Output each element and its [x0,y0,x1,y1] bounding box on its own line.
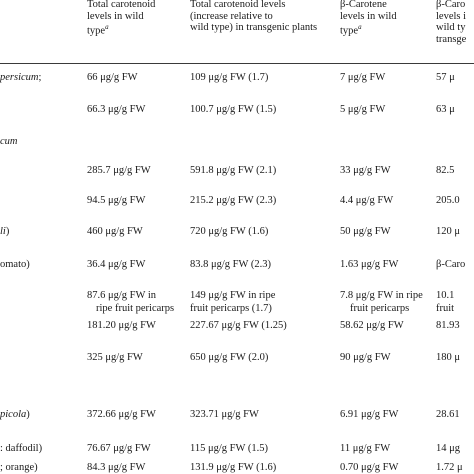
table-cell: 100.7 μg/g FW (1.5) [190,104,277,115]
table-cell: 90 μg/g FW [340,352,391,363]
table-cell: 0.70 μg/g FW [340,462,399,473]
table-cell: 5 μg/g FW [340,104,386,115]
table-cell: 1.72 μ [436,462,463,473]
table-cell: 6.91 μg/g FW [340,409,399,420]
table-cell: 63 μ [436,104,455,115]
table-cell: 650 μg/g FW (2.0) [190,352,269,363]
table-cell: 81.93 [436,320,460,331]
species-label: ; orange) [0,462,38,473]
table-cell: 7 μg/g FW [340,72,386,83]
table-cell: 14 μg [436,443,461,454]
table-cell: 325 μg/g FW [87,352,143,363]
table-cell: 1.63 μg/g FW [340,259,399,270]
table-cell: 11 μg/g FW [340,443,391,454]
table-cell: β-Caro [436,259,466,270]
header-total-carotenoid-transgenic: Total carotenoid levels (increase relati… [190,0,318,34]
table-cell: 76.67 μg/g FW [87,443,151,454]
table-cell: 181.20 μg/g FW [87,320,156,331]
table-cell: 83.8 μg/g FW (2.3) [190,259,271,270]
table-cell: 131.9 μg/g FW (1.6) [190,462,277,473]
species-label: cum [0,136,18,147]
table-cell: 720 μg/g FW (1.6) [190,226,269,237]
table-cell: 87.6 μg/g FW in [87,290,157,301]
table-cell: 84.3 μg/g FW [87,462,146,473]
table-cell: 36.4 μg/g FW [87,259,146,270]
table-cell: 58.62 μg/g FW [340,320,404,331]
table-cell: 57 μ [436,72,455,83]
table-cell: 591.8 μg/g FW (2.1) [190,165,277,176]
table-cell: fruit pericarps (1.7) [190,303,272,314]
species-label: omato) [0,259,30,270]
table-cell: 28.61 [436,409,460,420]
table-cell: 227.67 μg/g FW (1.25) [190,320,287,331]
table-cell: 94.5 μg/g FW [87,195,146,206]
header-beta-carotene-wild: β-Carotene levels in wild typea [340,0,397,37]
species-label: li) [0,226,10,237]
table-cell: 323.71 μg/g FW [190,409,259,420]
table-cell: 215.2 μg/g FW (2.3) [190,195,277,206]
table-cell: 66 μg/g FW [87,72,138,83]
table-cell: 460 μg/g FW [87,226,143,237]
table-cell: 66.3 μg/g FW [87,104,146,115]
species-label: persicum; [0,72,42,83]
table-cell: 4.4 μg/g FW [340,195,394,206]
table-cell: 180 μ [436,352,461,363]
table-cell: fruit pericarps [350,303,410,314]
table-cell: 120 μ [436,226,461,237]
species-label: : daffodil) [0,443,43,454]
header-rule [0,63,474,64]
table-cell: 50 μg/g FW [340,226,391,237]
table-cell: 82.5 [436,165,455,176]
table-cell: 372.66 μg/g FW [87,409,156,420]
table-cell: 285.7 μg/g FW [87,165,151,176]
table-cell: ripe fruit pericarps [96,303,175,314]
table-cell: 10.1 [436,290,455,301]
table-cell: 7.8 μg/g FW in ripe [340,290,423,301]
table-cell: 115 μg/g FW (1.5) [190,443,268,454]
table-cell: 33 μg/g FW [340,165,391,176]
header-total-carotenoid-wild: Total carotenoid levels in wild typea [87,0,156,37]
species-label: picola) [0,409,30,420]
table-cell: 149 μg/g FW in ripe [190,290,276,301]
header-beta-carotene-transgenic: β-Caro levels i wild ty transge [436,0,467,45]
table-cell: 109 μg/g FW (1.7) [190,72,269,83]
table-cell: fruit [436,303,455,314]
table-cell: 205.0 [436,195,460,206]
